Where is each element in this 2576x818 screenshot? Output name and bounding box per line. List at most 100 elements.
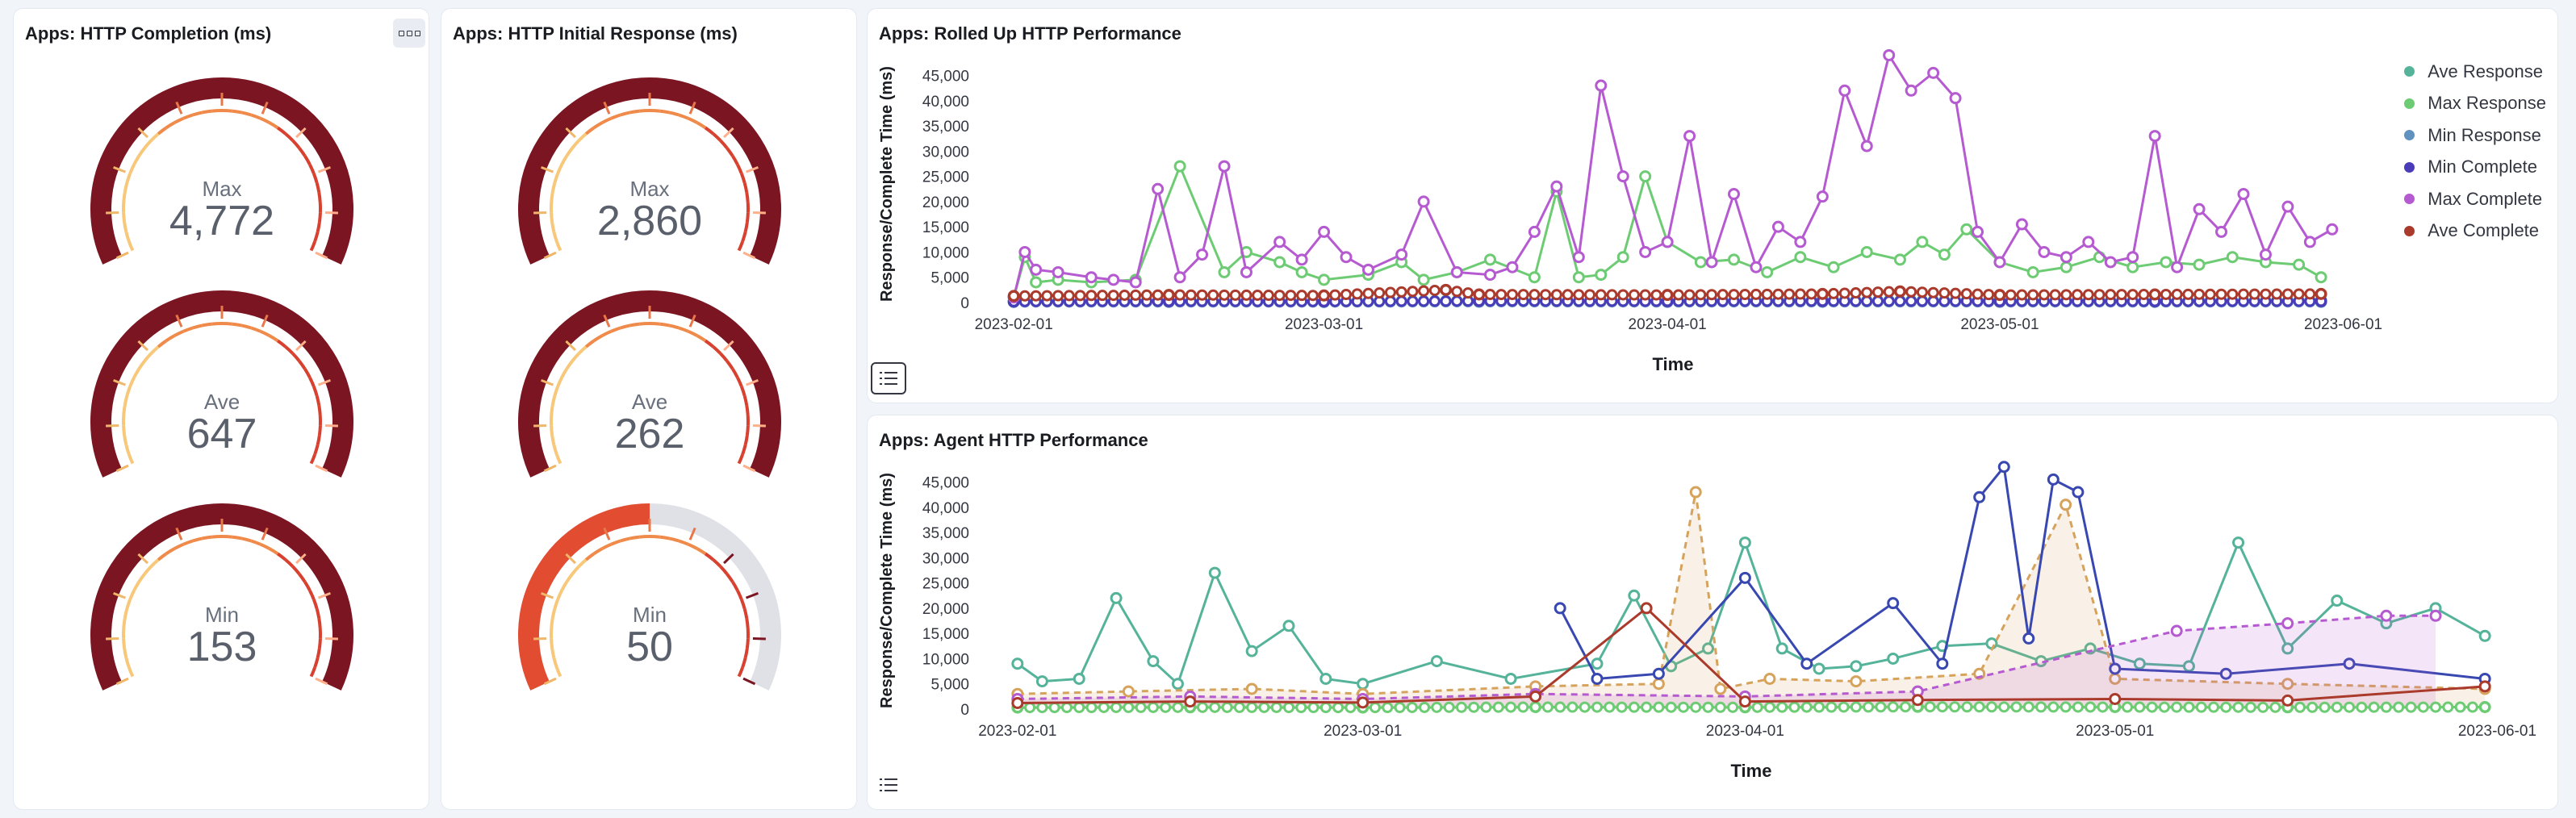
gauge-scale-band bbox=[123, 222, 128, 232]
gauge-scale-band bbox=[240, 111, 252, 117]
data-point bbox=[2269, 701, 2281, 713]
data-point bbox=[1993, 256, 2006, 269]
gauge-scale-band bbox=[124, 444, 131, 455]
legend-toggle-icon[interactable] bbox=[871, 769, 906, 801]
gauge-scale-band bbox=[742, 608, 749, 620]
data-point bbox=[2237, 288, 2249, 300]
data-point bbox=[2393, 701, 2405, 713]
data-point bbox=[2344, 701, 2356, 713]
legend-item[interactable]: Ave Response bbox=[2404, 56, 2546, 88]
gauge-scale-band bbox=[137, 147, 146, 157]
gauge-tick bbox=[565, 127, 576, 139]
gauge-scale-band bbox=[240, 536, 252, 543]
data-point bbox=[1140, 289, 1152, 301]
data-point bbox=[1048, 702, 1060, 714]
y-tick-label: 10,000 bbox=[922, 651, 969, 668]
data-point bbox=[1008, 290, 1020, 302]
data-point bbox=[2109, 662, 2122, 675]
gauge-scale-band bbox=[317, 192, 322, 203]
data-point bbox=[1838, 287, 1850, 299]
legend-label: Ave Response bbox=[2428, 61, 2543, 81]
data-point bbox=[1628, 701, 1640, 713]
data-point bbox=[1428, 284, 1441, 296]
gauge-scale-band bbox=[659, 535, 670, 540]
gauge-scale-band bbox=[687, 116, 698, 124]
legend-item[interactable]: Min Complete bbox=[2404, 152, 2546, 184]
data-point bbox=[1270, 701, 1282, 713]
gauge-scale-band bbox=[165, 121, 176, 130]
data-point bbox=[1816, 190, 1829, 203]
gauge-scale-band bbox=[577, 345, 588, 355]
gauge-scale-band bbox=[165, 334, 176, 343]
data-point bbox=[1562, 289, 1574, 301]
x-tick-label: 2023-02-01 bbox=[978, 723, 1056, 740]
data-point bbox=[1794, 251, 1807, 264]
data-point bbox=[1273, 290, 1286, 302]
data-point bbox=[1295, 265, 1308, 278]
data-point bbox=[1395, 286, 1407, 298]
data-point bbox=[2303, 236, 2316, 248]
data-point bbox=[2149, 288, 2161, 300]
gauge-scale-band bbox=[577, 132, 588, 142]
data-point bbox=[1369, 702, 1381, 714]
gauge-scale-band bbox=[240, 323, 252, 330]
data-point bbox=[1875, 701, 1887, 713]
gauge-scale-band bbox=[687, 329, 698, 337]
data-point bbox=[2259, 248, 2272, 261]
data-point bbox=[1677, 701, 1689, 713]
data-point bbox=[1097, 290, 1109, 302]
data-point bbox=[1285, 290, 1297, 302]
data-point bbox=[2281, 694, 2294, 707]
data-point bbox=[2146, 701, 2158, 713]
y-tick-label: 10,000 bbox=[922, 244, 969, 261]
gauge-scale-band bbox=[312, 173, 319, 184]
legend-item[interactable]: Ave Complete bbox=[2404, 215, 2546, 248]
data-point bbox=[1728, 188, 1741, 201]
x-axis-label: Time bbox=[1731, 761, 1772, 781]
data-point bbox=[2293, 288, 2305, 300]
gauge-tick bbox=[315, 251, 328, 260]
gauge-scale-band bbox=[550, 212, 554, 223]
data-point bbox=[1887, 701, 1899, 713]
gauge-scale-band bbox=[174, 116, 185, 124]
data-point bbox=[1307, 290, 1319, 302]
gauge-tick bbox=[603, 527, 611, 540]
data-point bbox=[1714, 701, 1726, 713]
gauge-scale-band bbox=[221, 535, 232, 539]
data-point bbox=[2195, 701, 2207, 713]
y-tick-label: 25,000 bbox=[922, 169, 969, 186]
gauge-tick bbox=[533, 424, 547, 428]
legend-item[interactable]: Max Response bbox=[2404, 88, 2546, 120]
legend-item[interactable]: Min Response bbox=[2404, 119, 2546, 152]
gauge-scale-band bbox=[745, 192, 750, 203]
data-point bbox=[1572, 271, 1585, 284]
data-point bbox=[1738, 695, 1751, 708]
gauge-scale-band bbox=[741, 657, 747, 668]
gauge-scale-band bbox=[740, 599, 746, 610]
gauge-scale-band bbox=[550, 182, 557, 194]
data-point bbox=[1407, 295, 1419, 307]
legend-toggle-icon[interactable] bbox=[871, 362, 906, 394]
gauge-value: 4,772 bbox=[169, 198, 274, 244]
data-point bbox=[1938, 248, 1951, 261]
gauge-scale-band bbox=[125, 386, 132, 397]
gauge-tick bbox=[317, 591, 331, 599]
gauge-scale-band bbox=[592, 547, 604, 556]
legend-item[interactable]: Max Complete bbox=[2404, 183, 2546, 215]
gauge-scale-band bbox=[308, 164, 316, 175]
gauge-label: Max bbox=[202, 177, 241, 201]
data-point bbox=[1240, 265, 1252, 278]
legend-label: Max Response bbox=[2428, 93, 2546, 114]
data-point bbox=[1018, 245, 1031, 258]
data-point bbox=[1384, 286, 1396, 298]
gauge-value: 2,860 bbox=[597, 198, 702, 244]
gauge-scale-band bbox=[550, 395, 557, 407]
gauge-scale-band bbox=[202, 535, 212, 540]
data-point bbox=[1950, 287, 1962, 299]
data-point bbox=[1318, 225, 1331, 238]
gauge-scale-band bbox=[731, 155, 739, 165]
gauge-tick bbox=[261, 314, 269, 328]
panel-options-menu-icon[interactable] bbox=[393, 19, 425, 48]
